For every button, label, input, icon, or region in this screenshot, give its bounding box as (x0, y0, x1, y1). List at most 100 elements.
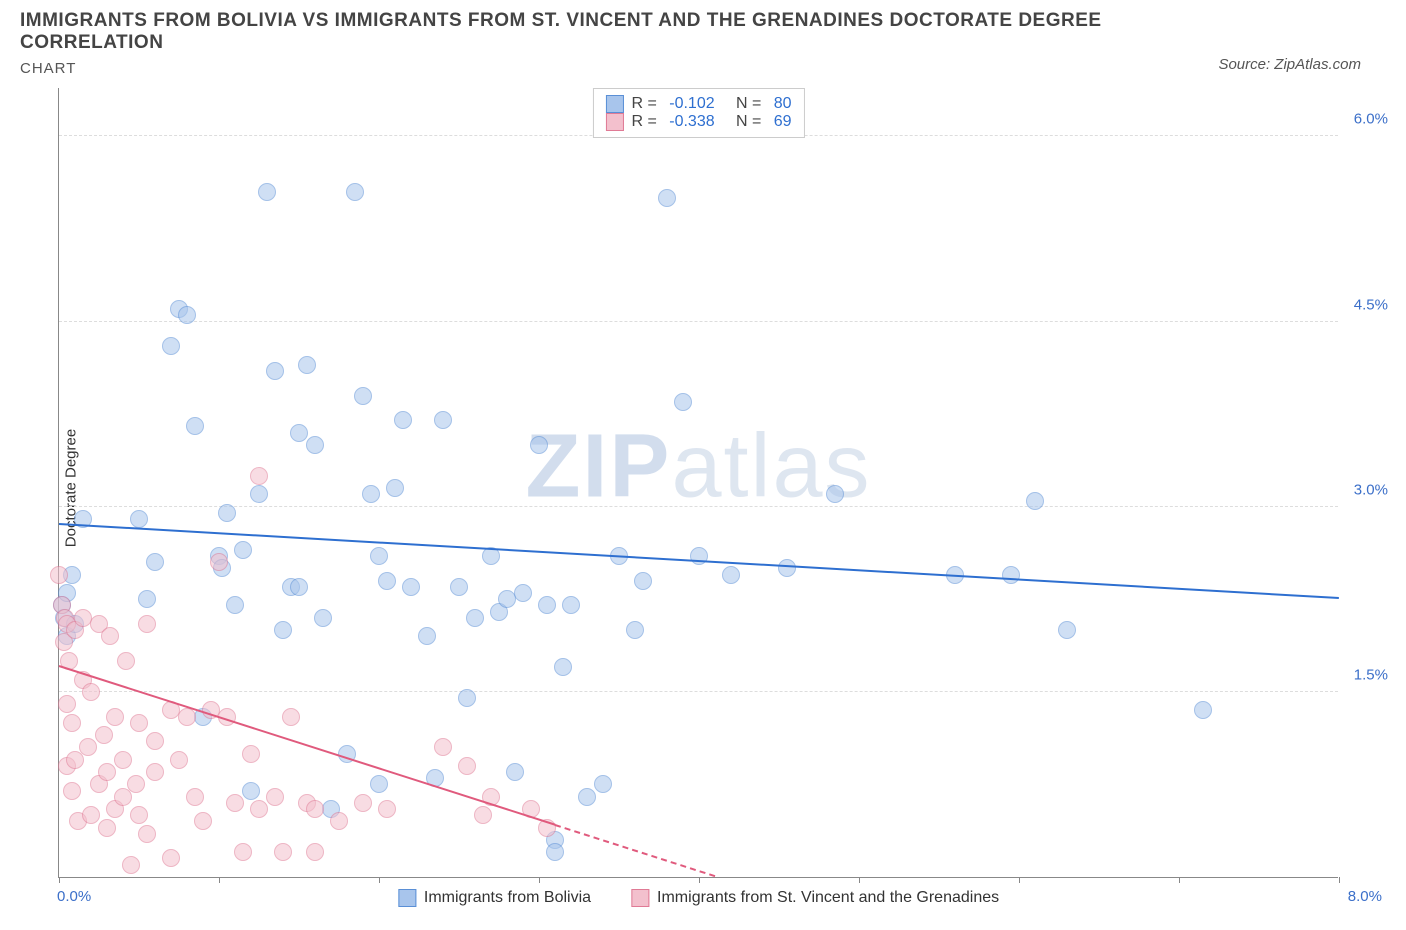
scatter-point-bolivia (266, 362, 284, 380)
scatter-point-stvincent (127, 775, 145, 793)
scatter-point-stvincent (98, 819, 116, 837)
scatter-point-stvincent (474, 806, 492, 824)
scatter-point-stvincent (306, 843, 324, 861)
legend-r-label: R = (631, 95, 656, 113)
trend-line (59, 523, 1339, 599)
scatter-point-bolivia (138, 590, 156, 608)
x-tick (859, 877, 860, 883)
x-tick (219, 877, 220, 883)
scatter-point-bolivia (378, 572, 396, 590)
scatter-point-bolivia (306, 436, 324, 454)
scatter-point-bolivia (1026, 492, 1044, 510)
scatter-point-bolivia (506, 763, 524, 781)
chart-header: IMMIGRANTS FROM BOLIVIA VS IMMIGRANTS FR… (0, 0, 1406, 77)
scatter-point-bolivia (290, 424, 308, 442)
series-legend-label: Immigrants from Bolivia (424, 889, 591, 907)
scatter-point-bolivia (634, 572, 652, 590)
scatter-point-stvincent (82, 806, 100, 824)
scatter-point-stvincent (434, 738, 452, 756)
scatter-point-stvincent (242, 745, 260, 763)
x-tick (1339, 877, 1340, 883)
scatter-point-stvincent (58, 695, 76, 713)
scatter-point-stvincent (138, 615, 156, 633)
gridline (59, 506, 1338, 507)
scatter-point-stvincent (354, 794, 372, 812)
scatter-point-stvincent (106, 708, 124, 726)
legend-n-label: N = (723, 113, 762, 131)
scatter-point-bolivia (418, 627, 436, 645)
scatter-point-stvincent (186, 788, 204, 806)
x-end-label: 8.0% (1348, 888, 1382, 905)
y-tick-label: 3.0% (1354, 481, 1388, 498)
scatter-point-stvincent (79, 738, 97, 756)
scatter-point-bolivia (1194, 701, 1212, 719)
chart-title: IMMIGRANTS FROM BOLIVIA VS IMMIGRANTS FR… (20, 10, 1120, 54)
scatter-point-stvincent (274, 843, 292, 861)
scatter-point-bolivia (130, 510, 148, 528)
scatter-point-stvincent (63, 782, 81, 800)
legend-swatch (631, 889, 649, 907)
watermark: ZIPatlas (525, 415, 871, 518)
y-tick-label: 1.5% (1354, 666, 1388, 683)
scatter-point-stvincent (306, 800, 324, 818)
scatter-point-stvincent (114, 751, 132, 769)
x-tick (1179, 877, 1180, 883)
scatter-point-stvincent (122, 856, 140, 874)
scatter-point-bolivia (1002, 566, 1020, 584)
legend-n-label: N = (723, 95, 762, 113)
scatter-point-bolivia (298, 356, 316, 374)
scatter-point-stvincent (101, 627, 119, 645)
scatter-point-stvincent (210, 553, 228, 571)
gridline (59, 691, 1338, 692)
scatter-point-bolivia (674, 393, 692, 411)
legend-swatch (398, 889, 416, 907)
scatter-point-bolivia (346, 183, 364, 201)
legend-row-stvincent: R = -0.338 N = 69 (605, 113, 791, 131)
watermark-light: atlas (671, 416, 871, 516)
scatter-point-stvincent (98, 763, 116, 781)
title-block: IMMIGRANTS FROM BOLIVIA VS IMMIGRANTS FR… (20, 10, 1120, 77)
scatter-point-bolivia (546, 843, 564, 861)
scatter-point-stvincent (458, 757, 476, 775)
legend-swatch (605, 113, 623, 131)
scatter-point-bolivia (394, 411, 412, 429)
scatter-point-bolivia (162, 337, 180, 355)
scatter-point-bolivia (530, 436, 548, 454)
plot-area: ZIPatlas 1.5%3.0%4.5%6.0%0.0%8.0%R = -0.… (58, 88, 1338, 878)
scatter-point-bolivia (362, 485, 380, 503)
scatter-point-bolivia (722, 566, 740, 584)
scatter-point-bolivia (826, 485, 844, 503)
scatter-point-bolivia (514, 584, 532, 602)
scatter-point-bolivia (578, 788, 596, 806)
scatter-point-stvincent (138, 825, 156, 843)
scatter-point-stvincent (146, 732, 164, 750)
scatter-point-bolivia (274, 621, 292, 639)
scatter-point-bolivia (218, 504, 236, 522)
scatter-point-bolivia (354, 387, 372, 405)
legend-r-value: -0.338 (665, 113, 715, 131)
chart-subtitle: CHART (20, 60, 1120, 77)
scatter-point-bolivia (178, 306, 196, 324)
scatter-point-bolivia (290, 578, 308, 596)
legend-n-value: 80 (769, 95, 791, 113)
legend-n-value: 69 (769, 113, 791, 131)
scatter-point-bolivia (146, 553, 164, 571)
scatter-point-stvincent (250, 800, 268, 818)
watermark-bold: ZIP (525, 416, 671, 516)
scatter-point-stvincent (50, 566, 68, 584)
legend-r-label: R = (631, 113, 656, 131)
scatter-point-bolivia (314, 609, 332, 627)
series-legend-item-stvincent: Immigrants from St. Vincent and the Gren… (631, 889, 999, 907)
scatter-point-bolivia (402, 578, 420, 596)
scatter-point-bolivia (370, 547, 388, 565)
scatter-point-bolivia (594, 775, 612, 793)
x-tick (1019, 877, 1020, 883)
x-tick (59, 877, 60, 883)
series-legend-label: Immigrants from St. Vincent and the Gren… (657, 889, 999, 907)
y-tick-label: 4.5% (1354, 296, 1388, 313)
legend-row-bolivia: R = -0.102 N = 80 (605, 95, 791, 113)
scatter-point-bolivia (370, 775, 388, 793)
scatter-point-bolivia (242, 782, 260, 800)
gridline (59, 321, 1338, 322)
chart-area: Doctorate Degree ZIPatlas 1.5%3.0%4.5%6.… (22, 88, 1382, 888)
